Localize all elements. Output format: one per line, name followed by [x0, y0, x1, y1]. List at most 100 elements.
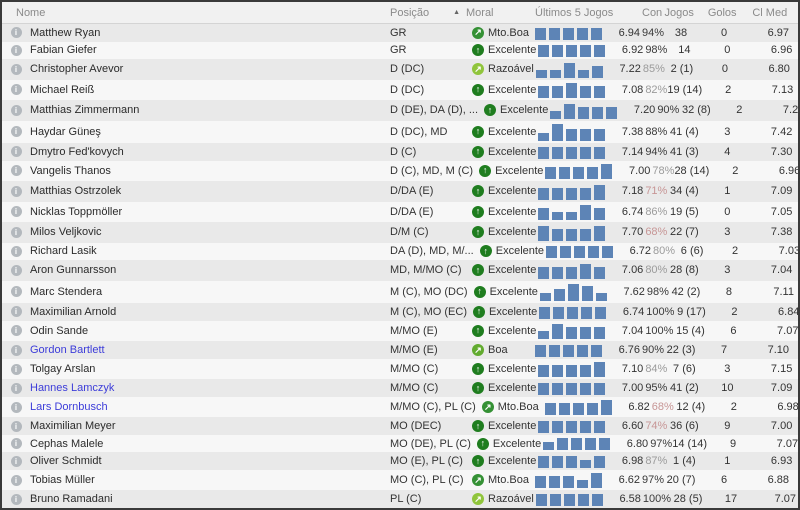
- info-icon[interactable]: i: [10, 185, 22, 197]
- info-icon[interactable]: i: [10, 63, 22, 75]
- table-row[interactable]: i Cephas Malele MO (DE), PL (C) ↑ Excele…: [2, 434, 798, 453]
- table-row[interactable]: i Haydar Güneş D (DC), MD ↑ Excelente 7.…: [2, 120, 798, 144]
- info-cell: i: [2, 44, 30, 56]
- info-icon[interactable]: i: [10, 325, 22, 337]
- column-header-position[interactable]: Posição ▲: [390, 7, 466, 19]
- player-name[interactable]: Oliver Schmidt: [30, 455, 102, 468]
- last5-bar-chart: [538, 281, 616, 304]
- table-row[interactable]: i Odin Sande M/MO (E) ↑ Excelente 7.04 1…: [2, 320, 798, 342]
- player-name[interactable]: Matthias Ostrzolek: [30, 185, 122, 198]
- table-row[interactable]: i Vangelis Thanos D (C), MD, M (C) ↑ Exc…: [2, 160, 798, 182]
- column-header-last5[interactable]: Últimos 5 Jogos: [535, 6, 614, 19]
- player-name[interactable]: Richard Lasik: [30, 245, 97, 258]
- games-count: 9 (17): [677, 305, 706, 318]
- table-row[interactable]: i Oliver Schmidt MO (E), PL (C) ↑ Excele…: [2, 452, 798, 470]
- info-icon[interactable]: i: [10, 438, 22, 450]
- goals-count: 9: [724, 420, 731, 433]
- table-row[interactable]: i Matthias Zimmermann D (DE), DA (D), ..…: [2, 100, 798, 121]
- table-row[interactable]: i Gordon Bartlett M/MO (E) ↗ Boa 6.76 90…: [2, 341, 798, 359]
- player-name[interactable]: Michael Reiß: [30, 83, 95, 96]
- table-row[interactable]: i Maximilian Meyer MO (DEC) ↑ Excelente …: [2, 417, 798, 435]
- column-header-condition[interactable]: Con: [642, 6, 663, 19]
- player-name[interactable]: Milos Veljkovic: [30, 226, 102, 239]
- rating-bar: [553, 306, 565, 319]
- table-row[interactable]: i Lars Dornbusch M/MO (C), PL (C) ↗ Mto.…: [2, 396, 798, 418]
- player-name[interactable]: Maximilian Meyer: [30, 420, 116, 433]
- table-row[interactable]: i Nicklas Toppmöller D/DA (E) ↑ Excelent…: [2, 201, 798, 223]
- column-header-avg[interactable]: Cl Med: [752, 6, 788, 19]
- table-row[interactable]: i Maximilian Arnold M (C), MO (EC) ↑ Exc…: [2, 303, 798, 321]
- column-header-moral[interactable]: Moral: [466, 6, 494, 19]
- info-icon[interactable]: i: [10, 126, 22, 138]
- player-name[interactable]: Hannes Lamczyk: [30, 382, 115, 395]
- player-name[interactable]: Vangelis Thanos: [30, 164, 111, 177]
- info-icon[interactable]: i: [10, 344, 22, 356]
- player-morale: ↗ Boa: [466, 344, 533, 356]
- column-header-name[interactable]: Nome: [16, 6, 46, 19]
- games-count: 7 (6): [673, 363, 696, 376]
- info-icon[interactable]: i: [10, 264, 22, 276]
- player-name[interactable]: Matthew Ryan: [30, 26, 101, 39]
- player-name[interactable]: Aron Gunnarsson: [30, 264, 117, 277]
- column-header-goals[interactable]: Golos: [707, 6, 737, 19]
- table-row[interactable]: i Bruno Ramadani PL (C) ↗ Razoável 6.58 …: [2, 490, 798, 508]
- table-row[interactable]: i Michael Reiß D (DC) ↑ Excelente 7.08 8…: [2, 79, 798, 101]
- player-name[interactable]: Gordon Bartlett: [30, 344, 105, 356]
- morale-icon: ↗: [472, 63, 484, 76]
- goals-count: 8: [725, 285, 732, 298]
- player-name[interactable]: Cephas Malele: [30, 437, 104, 450]
- player-name[interactable]: Dmytro Fed'kovych: [30, 145, 124, 158]
- info-icon[interactable]: i: [10, 84, 22, 96]
- info-icon[interactable]: i: [10, 493, 22, 505]
- last5-bar-chart: [536, 42, 614, 60]
- player-name[interactable]: Tobias Müller: [30, 474, 95, 487]
- table-row[interactable]: i Dmytro Fed'kovych D (C) ↑ Excelente 7.…: [2, 143, 798, 161]
- info-icon[interactable]: i: [10, 206, 22, 218]
- rating-bar: [535, 344, 546, 357]
- table-row[interactable]: i Richard Lasik DA (D), MD, M/... ↑ Exce…: [2, 242, 798, 261]
- table-row[interactable]: i Matthew Ryan GR ↗ Mto.Boa 6.94 94% 38 …: [2, 24, 798, 42]
- player-name[interactable]: Odin Sande: [30, 324, 89, 337]
- player-name[interactable]: Bruno Ramadani: [30, 493, 113, 506]
- table-row[interactable]: i Tobias Müller MO (C), PL (C) ↗ Mto.Boa…: [2, 469, 798, 491]
- rating-bar: [601, 164, 613, 180]
- table-row[interactable]: i Milos Veljkovic D/M (C) ↑ Excelente 7.…: [2, 222, 798, 243]
- player-name[interactable]: Tolgay Arslan: [30, 363, 96, 376]
- table-row[interactable]: i Matthias Ostrzolek D/DA (E) ↑ Excelent…: [2, 181, 798, 202]
- info-icon[interactable]: i: [10, 306, 22, 318]
- table-row[interactable]: i Marc Stendera M (C), MO (DC) ↑ Excelen…: [2, 280, 798, 304]
- player-position: MD, M/MO (C): [390, 264, 462, 277]
- morale-icon: ↑: [479, 245, 492, 258]
- table-row[interactable]: i Hannes Lamczyk M/MO (C) ↑ Excelente 7.…: [2, 379, 798, 397]
- info-icon[interactable]: i: [10, 44, 22, 56]
- table-row[interactable]: i Christopher Avevor D (DC) ↗ Razoável 7…: [2, 59, 798, 80]
- info-icon[interactable]: i: [10, 401, 22, 413]
- info-icon[interactable]: i: [10, 165, 22, 177]
- info-icon[interactable]: i: [10, 286, 22, 298]
- table-row[interactable]: i Aron Gunnarsson MD, M/MO (C) ↑ Excelen…: [2, 260, 798, 281]
- column-header-games[interactable]: Jogos: [664, 6, 694, 19]
- info-icon[interactable]: i: [10, 226, 22, 238]
- player-name[interactable]: Christopher Avevor: [30, 63, 124, 76]
- player-name[interactable]: Marc Stendera: [30, 285, 103, 298]
- info-icon[interactable]: i: [10, 420, 22, 432]
- games-count: 1 (4): [673, 455, 696, 468]
- rating-bar: [580, 327, 592, 340]
- table-row[interactable]: i Tolgay Arslan M/MO (C) ↑ Excelente 7.1…: [2, 358, 798, 380]
- info-icon[interactable]: i: [10, 104, 22, 116]
- info-icon[interactable]: i: [10, 382, 22, 394]
- player-name[interactable]: Maximilian Arnold: [30, 305, 117, 318]
- info-icon[interactable]: i: [10, 146, 22, 158]
- player-name[interactable]: Haydar Güneş: [30, 125, 101, 138]
- table-row[interactable]: i Fabian Giefer GR ↑ Excelente 6.92 98% …: [2, 41, 798, 60]
- info-icon[interactable]: i: [10, 27, 22, 39]
- info-icon[interactable]: i: [10, 245, 22, 257]
- info-icon[interactable]: i: [10, 363, 22, 375]
- player-name[interactable]: Nicklas Toppmöller: [30, 205, 123, 218]
- player-name[interactable]: Fabian Giefer: [30, 44, 97, 57]
- info-icon[interactable]: i: [10, 474, 22, 486]
- last5-rating: 6.62: [618, 474, 640, 487]
- info-icon[interactable]: i: [10, 455, 22, 467]
- player-name[interactable]: Matthias Zimmermann: [30, 104, 140, 117]
- player-name[interactable]: Lars Dornbusch: [30, 401, 108, 414]
